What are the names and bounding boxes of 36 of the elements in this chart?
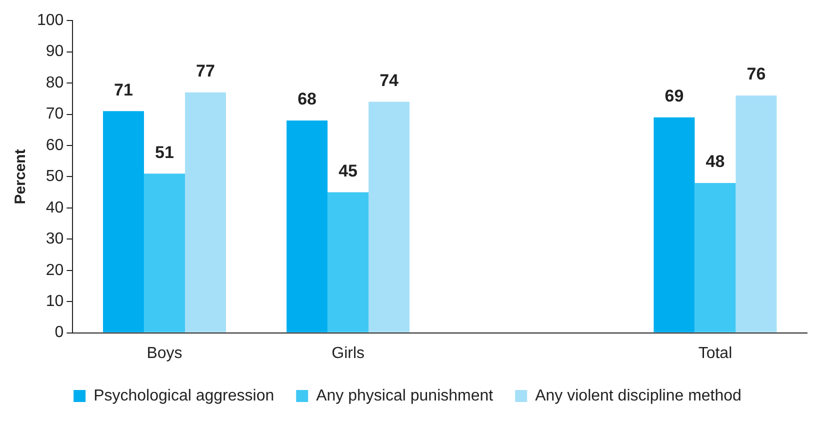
y-tick-label: 60 (46, 136, 64, 154)
data-label: 45 (338, 161, 358, 180)
legend-label: Any violent discipline method (535, 387, 742, 404)
y-tick-label: 0 (54, 324, 64, 342)
bar (736, 96, 777, 332)
x-tick-label: Girls (332, 344, 365, 362)
y-tick-label: 30 (46, 230, 64, 248)
bar (102, 111, 144, 332)
y-tick-label: 40 (46, 199, 64, 216)
data-label: 74 (380, 70, 400, 90)
x-tick-label: Total (698, 344, 732, 362)
bar (694, 182, 736, 332)
y-tick-label: 70 (46, 106, 64, 123)
x-tick-label: Boys (146, 344, 182, 362)
y-tick-label: 100 (36, 12, 64, 30)
legend-label: Psychological aggression (94, 387, 274, 404)
y-tick-label: 10 (46, 292, 64, 310)
bar (144, 174, 185, 332)
data-label: 71 (114, 80, 133, 100)
data-label: 77 (196, 62, 215, 81)
data-label: 51 (155, 142, 174, 162)
y-axis-title: Percent (12, 149, 30, 204)
bar (328, 192, 369, 332)
y-tick-label: 50 (46, 168, 64, 186)
bar (286, 120, 328, 332)
y-tick-label: 20 (46, 262, 64, 279)
data-label: 76 (746, 64, 766, 84)
bar (184, 92, 226, 332)
data-label: 48 (706, 152, 725, 172)
bar (654, 117, 695, 332)
y-tick-label: 90 (46, 43, 64, 60)
bar (368, 102, 410, 332)
data-label: 69 (664, 86, 684, 106)
legend-label: Any physical punishment (316, 387, 494, 404)
data-label: 68 (298, 90, 317, 109)
y-tick-label: 80 (46, 74, 64, 92)
